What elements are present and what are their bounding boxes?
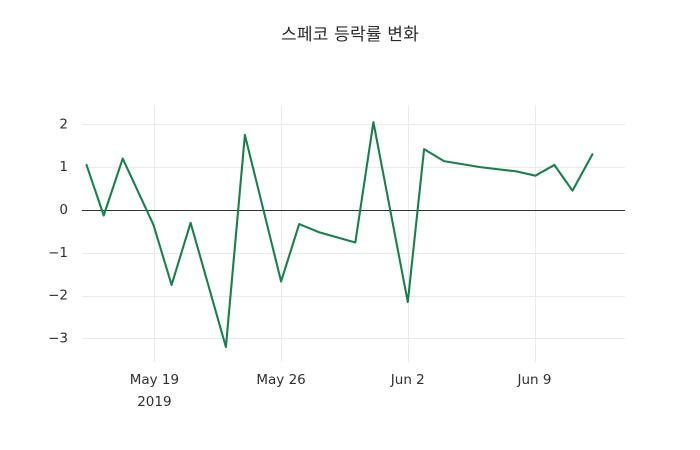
x-tick-sublabel-0: 2019 xyxy=(137,394,171,410)
x-tick-label-1: May 26 xyxy=(256,372,305,388)
y-tick-label-4: −2 xyxy=(48,288,68,304)
y-tick-label-3: −1 xyxy=(48,245,68,261)
x-tick-label-2: Jun 2 xyxy=(390,372,425,388)
horizontal-gridlines xyxy=(82,124,625,339)
y-tick-label-1: 1 xyxy=(59,159,68,175)
y-axis-tick-labels: 2 1 0 −1 −2 −3 xyxy=(48,116,68,346)
y-tick-label-5: −3 xyxy=(48,330,68,346)
y-tick-label-0: 2 xyxy=(59,116,68,132)
data-series-group xyxy=(85,121,594,349)
x-tick-label-0: May 19 xyxy=(130,372,179,388)
chart-title: 스페코 등락률 변화 xyxy=(281,25,419,45)
x-tick-label-3: Jun 9 xyxy=(517,372,552,388)
series-line-0 xyxy=(85,121,594,349)
x-axis-tick-labels: May 19 2019 May 26 Jun 2 Jun 9 xyxy=(130,372,552,410)
y-tick-label-2: 0 xyxy=(59,202,68,218)
vertical-gridlines xyxy=(154,105,536,362)
